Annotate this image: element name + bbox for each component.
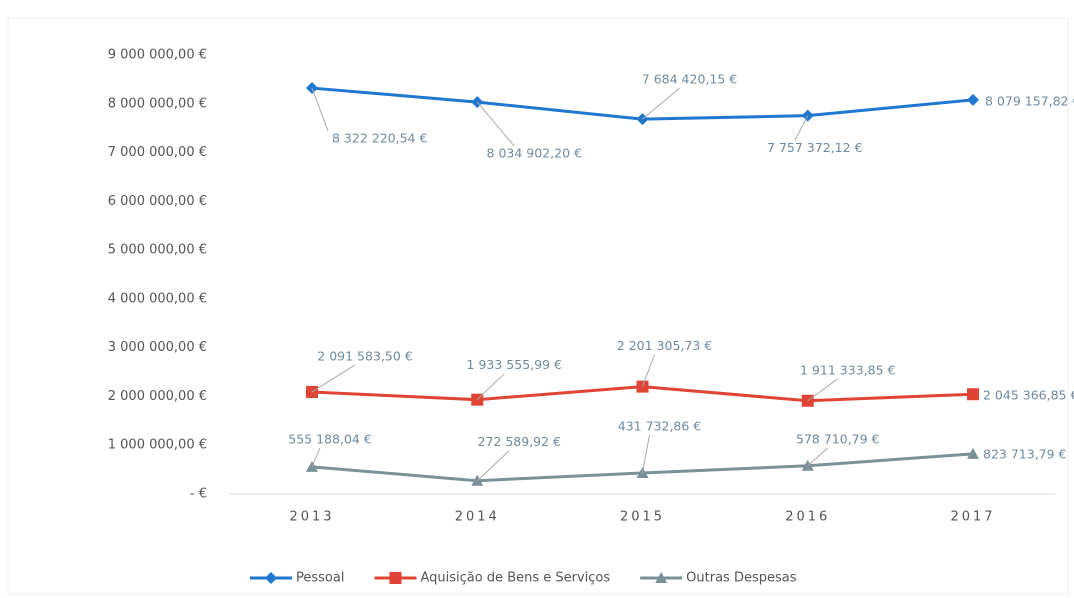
leader-line: [807, 378, 839, 402]
y-tick-label: 4 000 000,00 €: [108, 291, 207, 306]
leader-line: [642, 434, 650, 474]
marker: [967, 93, 979, 106]
chart-frame: [7, 17, 1069, 595]
leader-line: [794, 115, 809, 141]
value-label: 8 322 220,54 €: [332, 131, 427, 146]
marker: [265, 572, 277, 584]
x-tick-label: 2015: [620, 510, 665, 525]
leader-line: [476, 373, 505, 401]
legend-label: Pessoal: [296, 571, 344, 586]
leader-line: [642, 354, 655, 387]
leader-line: [311, 87, 329, 132]
leader-line: [476, 450, 510, 482]
y-tick-label: 3 000 000,00 €: [108, 340, 207, 355]
marker: [655, 572, 668, 583]
value-label: 578 710,79 €: [796, 431, 880, 446]
marker: [389, 572, 402, 584]
y-tick-label: 2 000 000,00 €: [108, 389, 207, 404]
value-label: 2 201 305,73 €: [617, 338, 712, 353]
leader-line: [807, 447, 829, 467]
y-tick-label: - €: [190, 487, 207, 502]
leader-line: [311, 364, 356, 393]
legend-label: Outras Despesas: [686, 571, 797, 586]
legend-label: Aquisição de Bens e Serviços: [420, 571, 610, 586]
x-tick-label: 2017: [950, 510, 995, 525]
value-label: 8 034 902,20 €: [487, 146, 582, 161]
marker: [967, 388, 979, 401]
x-tick-label: 2014: [455, 510, 500, 525]
leader-line: [476, 101, 515, 147]
value-label: 8 079 157,82 €: [985, 93, 1074, 108]
marker: [967, 447, 979, 459]
y-tick-label: 5 000 000,00 €: [108, 243, 207, 258]
x-tick-label: 2016: [785, 510, 830, 525]
leader-line: [642, 87, 680, 120]
value-label: 2 045 366,85 €: [983, 388, 1074, 403]
value-label: 431 732,86 €: [618, 418, 702, 433]
y-tick-label: 6 000 000,00 €: [108, 194, 207, 209]
value-label: 7 684 420,15 €: [642, 72, 737, 87]
y-tick-label: 8 000 000,00 €: [108, 96, 207, 111]
x-tick-label: 2013: [289, 510, 334, 525]
y-tick-label: 1 000 000,00 €: [108, 438, 207, 453]
value-label: 272 589,92 €: [478, 434, 562, 449]
y-tick-label: 9 000 000,00 €: [108, 48, 207, 63]
value-label: 1 911 333,85 €: [800, 362, 895, 377]
value-label: 7 757 372,12 €: [767, 140, 862, 155]
leader-line: [311, 447, 321, 468]
value-label: 555 188,04 €: [288, 431, 372, 446]
y-tick-label: 7 000 000,00 €: [108, 145, 207, 160]
value-label: 1 933 555,99 €: [467, 357, 562, 372]
value-label: 2 091 583,50 €: [317, 348, 412, 363]
value-label: 823 713,79 €: [983, 446, 1067, 461]
